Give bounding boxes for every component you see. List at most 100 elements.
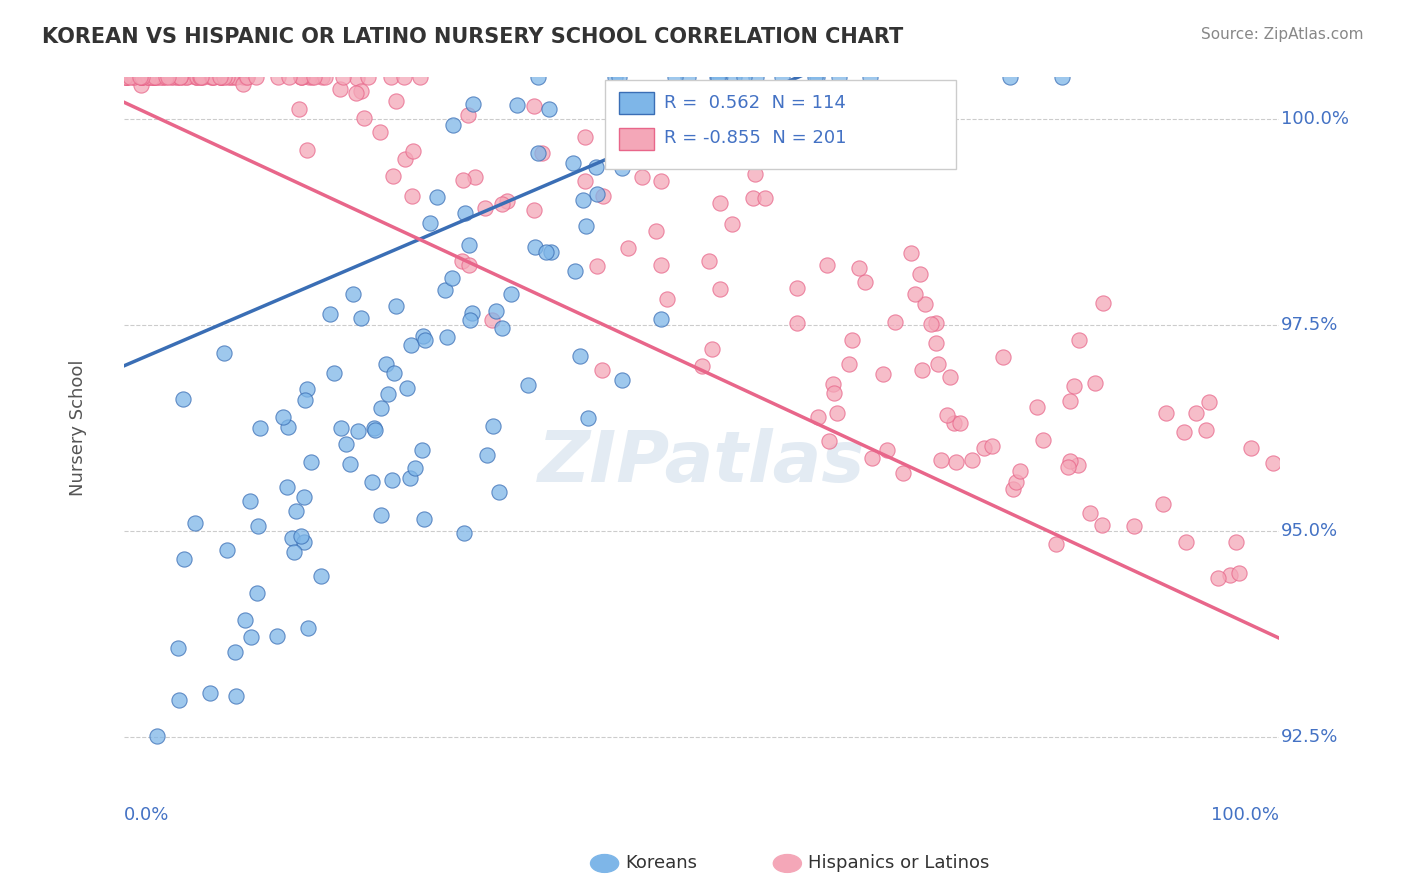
- Point: [249, 421, 271, 435]
- Point: [838, 357, 860, 371]
- Point: [361, 475, 384, 489]
- Point: [311, 70, 333, 85]
- Point: [531, 146, 554, 161]
- Text: Koreans: Koreans: [626, 855, 697, 872]
- Point: [297, 382, 319, 396]
- Point: [690, 359, 713, 373]
- Point: [815, 258, 838, 272]
- Point: [572, 194, 595, 208]
- Point: [329, 81, 352, 95]
- Point: [461, 96, 484, 111]
- Point: [537, 102, 560, 116]
- Point: [292, 534, 315, 549]
- Point: [603, 70, 626, 85]
- Point: [115, 70, 138, 85]
- Point: [217, 543, 239, 558]
- Point: [208, 70, 231, 85]
- Point: [527, 70, 550, 85]
- Point: [655, 293, 678, 307]
- Point: [246, 586, 269, 600]
- Point: [245, 70, 267, 85]
- Point: [283, 545, 305, 559]
- Point: [142, 70, 165, 85]
- Point: [335, 437, 357, 451]
- Point: [142, 70, 165, 85]
- Point: [200, 70, 222, 85]
- Point: [395, 381, 418, 395]
- Point: [612, 373, 634, 387]
- Point: [540, 244, 562, 259]
- Text: 92.5%: 92.5%: [1281, 728, 1339, 746]
- Point: [350, 311, 373, 326]
- Point: [458, 238, 481, 252]
- Point: [339, 457, 361, 471]
- Point: [1174, 535, 1197, 549]
- Point: [973, 441, 995, 455]
- Point: [1198, 395, 1220, 409]
- Point: [377, 387, 399, 401]
- Point: [131, 70, 153, 85]
- Point: [980, 439, 1002, 453]
- Point: [233, 613, 256, 627]
- Point: [699, 254, 721, 268]
- Point: [166, 640, 188, 655]
- Point: [644, 224, 666, 238]
- Point: [911, 363, 934, 377]
- Point: [1056, 459, 1078, 474]
- Point: [927, 357, 949, 371]
- Point: [122, 70, 145, 85]
- Point: [744, 167, 766, 181]
- Point: [564, 264, 586, 278]
- Point: [807, 409, 830, 424]
- Point: [576, 411, 599, 425]
- Point: [209, 70, 232, 85]
- Point: [1078, 506, 1101, 520]
- Point: [149, 70, 172, 85]
- Point: [114, 70, 136, 85]
- Point: [117, 70, 139, 85]
- Point: [232, 77, 254, 91]
- Point: [488, 484, 510, 499]
- Point: [900, 246, 922, 260]
- Point: [454, 206, 477, 220]
- Point: [172, 70, 194, 85]
- Point: [678, 70, 700, 85]
- Point: [166, 70, 188, 85]
- Text: 97.5%: 97.5%: [1281, 316, 1339, 334]
- Point: [131, 70, 153, 85]
- Point: [166, 70, 188, 85]
- Point: [991, 351, 1014, 365]
- Point: [266, 70, 288, 85]
- Point: [574, 174, 596, 188]
- Point: [650, 311, 672, 326]
- Point: [375, 357, 398, 371]
- Point: [828, 70, 851, 85]
- Point: [925, 335, 948, 350]
- Point: [385, 299, 408, 313]
- Point: [908, 268, 931, 282]
- Point: [661, 124, 683, 138]
- Point: [841, 333, 863, 347]
- Point: [592, 188, 614, 202]
- Point: [586, 260, 609, 274]
- Point: [707, 85, 730, 99]
- Point: [1010, 464, 1032, 478]
- Point: [945, 455, 967, 469]
- Point: [491, 320, 513, 334]
- Point: [721, 217, 744, 231]
- Point: [586, 186, 609, 201]
- Point: [191, 70, 214, 85]
- Point: [292, 490, 315, 504]
- Point: [441, 119, 464, 133]
- Point: [827, 406, 849, 420]
- Text: Source: ZipAtlas.com: Source: ZipAtlas.com: [1201, 27, 1364, 42]
- Point: [364, 423, 387, 437]
- Point: [859, 70, 882, 85]
- Point: [786, 280, 808, 294]
- Point: [350, 84, 373, 98]
- Point: [190, 70, 212, 85]
- Point: [501, 287, 523, 301]
- Point: [453, 525, 475, 540]
- Point: [198, 686, 221, 700]
- Point: [291, 70, 314, 85]
